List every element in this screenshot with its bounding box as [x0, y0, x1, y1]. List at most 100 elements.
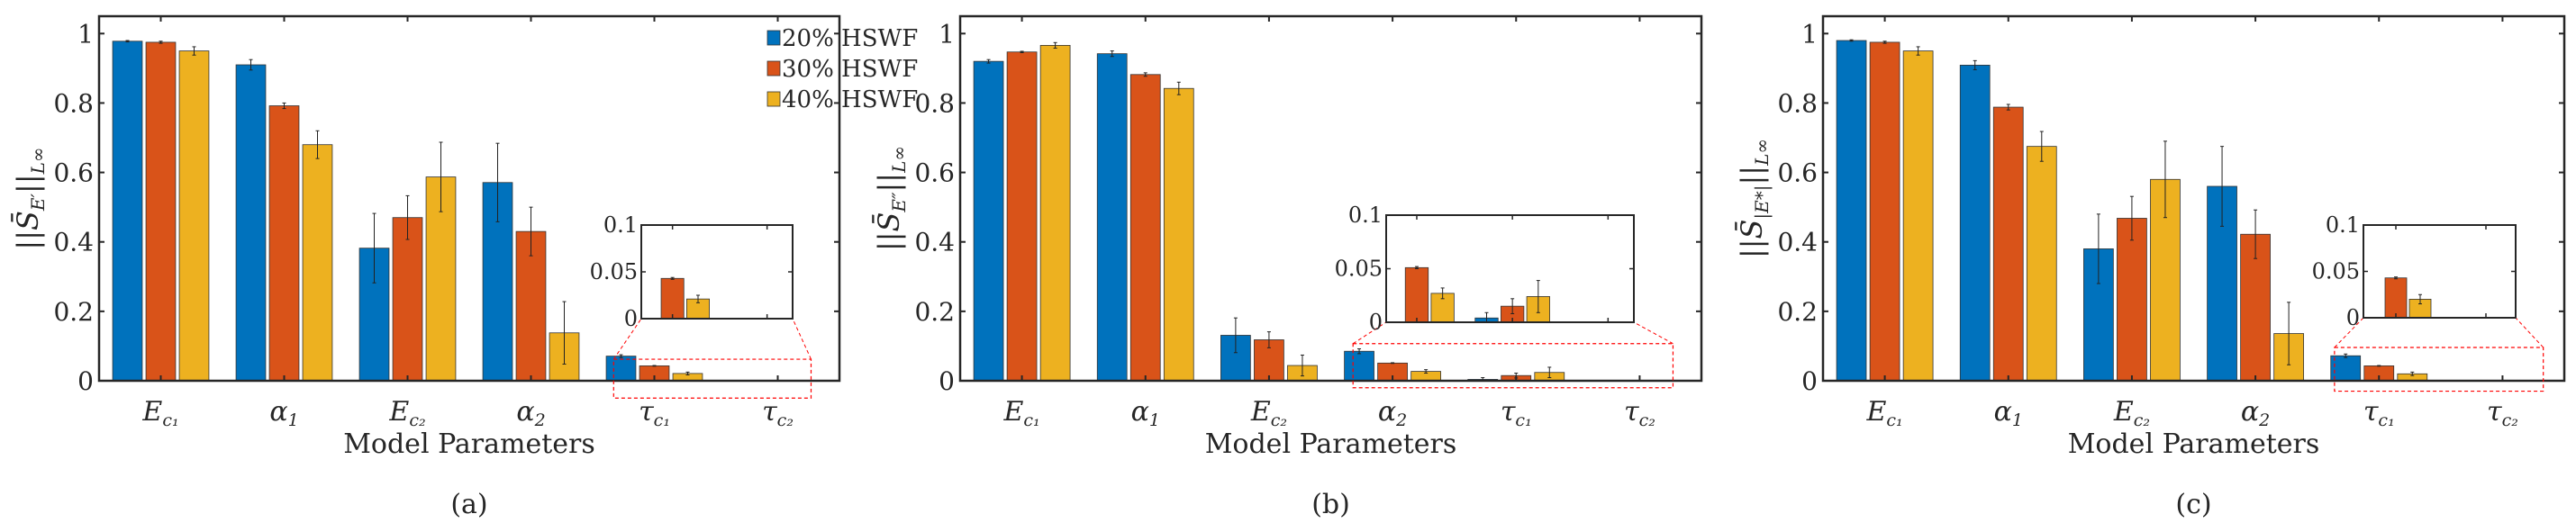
- x-tick-label-sub: c₁: [654, 410, 670, 430]
- y-tick-label: 1: [939, 19, 955, 49]
- x-tick-label-base: τ: [2363, 396, 2379, 428]
- inset-y-tick-label: 0: [624, 306, 638, 331]
- bar: [112, 41, 143, 382]
- inset-y-tick-label-text: 0.05: [1335, 257, 1383, 282]
- zoom-connector: [2334, 317, 2364, 348]
- y-axis-label-sub: E″: [888, 192, 910, 213]
- x-tick-label: α1: [1994, 396, 2023, 430]
- bar: [302, 144, 333, 382]
- y-tick-label: 1: [77, 19, 94, 49]
- y-axis-label: ||S̄|E*|||L∞: [1735, 139, 1773, 258]
- y-axis-label-main: ||S̄: [11, 211, 45, 249]
- bar: [178, 50, 210, 382]
- inset-y-tick-label: 0.1: [603, 212, 638, 238]
- y-tick-label-text: 0.6: [914, 158, 955, 188]
- y-axis-label: ||S̄E″||L∞: [872, 146, 910, 251]
- y-tick-label-text: 0.4: [914, 228, 955, 257]
- x-tick-label: Ec₁: [1002, 396, 1039, 430]
- legend-label: 40% HSWF: [782, 86, 918, 113]
- bar: [1096, 53, 1128, 382]
- x-tick-label-sub: c₁: [1886, 410, 1902, 430]
- y-tick-label-text: 1: [77, 19, 94, 49]
- x-tick-label-sub: 1: [2012, 410, 2023, 430]
- inset: 0 0.05 0.1: [590, 212, 794, 331]
- x-tick-label-sub: 2: [2258, 410, 2270, 430]
- panel-caption-text: (b): [1311, 489, 1350, 520]
- legend-swatch: [766, 60, 781, 77]
- legend-label: 20% HSWF: [782, 25, 918, 52]
- bar: [1902, 50, 1934, 382]
- y-tick-label-text: 0: [1801, 366, 1818, 396]
- y-tick-label: 0: [77, 366, 94, 396]
- bar: [235, 64, 267, 382]
- y-tick-label-text: 0.8: [1777, 88, 1818, 118]
- zoom-connector: [2515, 317, 2544, 348]
- zoom-connector: [612, 318, 642, 360]
- inset-y-tick-label: 0.1: [2326, 212, 2360, 238]
- y-tick-label-text: 0: [939, 366, 955, 396]
- y-tick-label: 1: [1801, 19, 1818, 49]
- x-tick-label: α1: [269, 396, 298, 430]
- inset-y-tick-label: 0: [1369, 310, 1383, 335]
- x-tick-label: τc₂: [2487, 396, 2518, 430]
- axes-box: [1821, 14, 2566, 383]
- y-tick-label-text: 0.2: [914, 297, 955, 327]
- x-tick-label: τc₂: [762, 396, 794, 430]
- inset-y-tick-label: 0: [2346, 305, 2360, 330]
- x-tick-label-base: τ: [639, 396, 654, 428]
- x-tick-label-base: α: [269, 396, 287, 428]
- y-tick-label: 0.6: [914, 158, 955, 188]
- x-tick-label-base: E: [388, 396, 409, 428]
- inset-bar: [2384, 277, 2408, 319]
- y-tick-label: 0.4: [914, 228, 955, 257]
- x-tick-label: τc₁: [639, 396, 670, 430]
- y-axis-label-sub2: L∞: [888, 146, 910, 174]
- x-tick-label-base: τ: [1501, 396, 1516, 428]
- y-tick-label: 0.2: [914, 297, 955, 327]
- x-tick-label-sub: c₁: [162, 410, 178, 430]
- x-tick-label-base: τ: [1624, 396, 1639, 428]
- legend-label: 30% HSWF: [782, 56, 918, 83]
- inset-y-tick-label-text: 0.1: [603, 212, 638, 238]
- panel-caption: (c): [2175, 489, 2211, 520]
- y-tick-label-text: 0: [77, 366, 94, 396]
- x-tick-label-sub: 2: [534, 410, 546, 430]
- x-axis-label: Model Parameters: [2068, 428, 2320, 460]
- panel-caption-text: (a): [450, 489, 487, 520]
- y-tick-label: 0.4: [1777, 228, 1818, 257]
- bar: [1129, 74, 1161, 382]
- x-tick-label-base: α: [1994, 396, 2012, 428]
- y-tick-label: 0.6: [1777, 158, 1818, 188]
- inset: 0 0.05 0.1: [1335, 203, 1635, 335]
- inset-bar: [1404, 266, 1429, 323]
- x-tick-label-sub: 1: [288, 410, 299, 430]
- panel-caption: (b): [1311, 489, 1350, 520]
- x-tick-label: Ec₂: [388, 396, 425, 430]
- bar: [1163, 87, 1194, 382]
- bar: [1006, 51, 1038, 382]
- x-tick-label: Ec₂: [1250, 396, 1287, 430]
- y-axis-label-sub2: L∞: [1751, 139, 1773, 167]
- x-tick-label-base: E: [141, 396, 162, 428]
- y-axis-label-main: ||S̄: [872, 212, 906, 251]
- y-tick-label: 0.2: [53, 297, 94, 327]
- inset-y-tick-label: 0.05: [590, 259, 638, 284]
- x-axis-label-text: Model Parameters: [343, 428, 595, 460]
- y-tick-label-text: 0.2: [1777, 297, 1818, 327]
- x-axis-label-text: Model Parameters: [1205, 428, 1457, 460]
- y-axis-label: ||S̄E′||L∞: [11, 147, 49, 249]
- y-tick-label-text: 1: [939, 19, 955, 49]
- y-axis-label-norm: ||: [11, 174, 45, 194]
- x-tick-label: τc₂: [1624, 396, 1655, 430]
- inset-y-tick-label-text: 0.05: [2312, 259, 2360, 284]
- y-axis-label-sub2: L∞: [27, 147, 49, 175]
- inset-y-tick-label-text: 0: [624, 306, 638, 331]
- bar: [2026, 146, 2057, 382]
- x-tick-label-sub: c₁: [1023, 410, 1039, 430]
- legend-label-text: 30% HSWF: [782, 56, 918, 83]
- zoom-region: [2334, 347, 2544, 392]
- y-axis-label-main: ||S̄: [1735, 220, 1769, 258]
- inset: 0 0.05 0.1: [2312, 212, 2517, 330]
- y-tick-label: 0.6: [53, 158, 94, 188]
